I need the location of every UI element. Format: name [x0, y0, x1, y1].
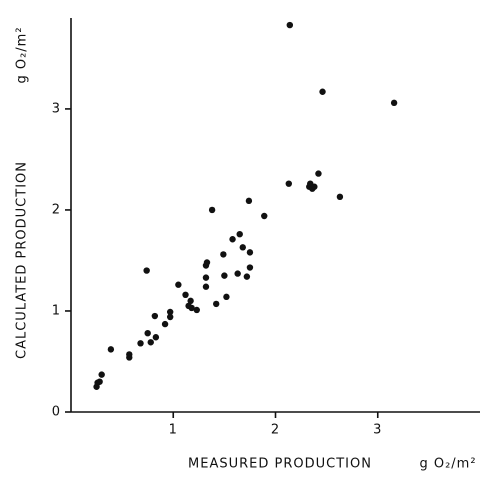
point [285, 180, 292, 187]
point [152, 334, 160, 341]
y-axis-unit: g O₂/m² [15, 26, 30, 83]
point [161, 320, 169, 328]
point [98, 371, 105, 378]
point [223, 293, 230, 301]
point [221, 272, 228, 279]
point [390, 99, 398, 107]
point [286, 21, 294, 29]
point [143, 267, 150, 274]
y-tick-label: 2 [52, 202, 61, 217]
point [236, 230, 243, 238]
x-axis-unit: g O₂/m² [419, 457, 476, 472]
point [187, 297, 194, 305]
point [234, 270, 241, 277]
point [246, 249, 254, 256]
point [151, 312, 159, 320]
point [261, 212, 268, 220]
point [144, 330, 151, 337]
point [202, 283, 210, 290]
point [137, 340, 144, 347]
point [239, 244, 246, 251]
point [246, 264, 254, 271]
point [175, 281, 182, 288]
point [319, 88, 326, 95]
point [182, 291, 189, 299]
y-axis-label: CALCULATED PRODUCTION [15, 161, 30, 359]
point [193, 306, 200, 314]
point [311, 183, 318, 190]
y-tick-label: 3 [52, 101, 61, 116]
x-tick-label: 2 [271, 423, 280, 438]
point [166, 313, 174, 321]
point [147, 339, 154, 346]
x-tick-label: 3 [373, 423, 382, 438]
point [208, 206, 216, 214]
point [96, 378, 103, 385]
x-axis-label: MEASURED PRODUCTION [188, 457, 372, 472]
point [315, 170, 322, 177]
point [202, 274, 210, 281]
point [243, 273, 251, 280]
point [229, 236, 236, 243]
point [188, 304, 195, 312]
point [336, 193, 344, 201]
y-tick-label: 0 [52, 405, 61, 420]
point [220, 251, 227, 258]
point [212, 300, 220, 308]
point [166, 308, 174, 316]
x-tick-label: 1 [169, 423, 178, 438]
y-tick-label: 1 [52, 303, 61, 318]
point [245, 197, 253, 205]
point [203, 259, 211, 266]
point [126, 351, 133, 358]
point [107, 346, 115, 353]
